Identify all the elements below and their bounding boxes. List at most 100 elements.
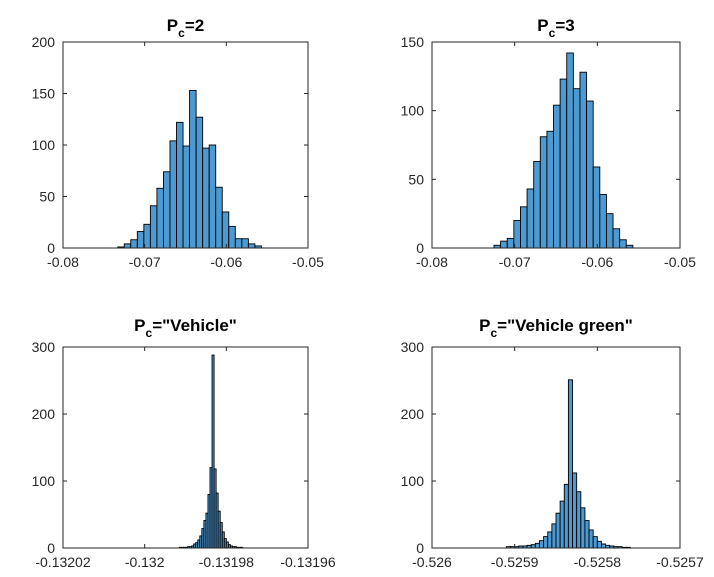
histogram-bar [605, 213, 614, 249]
histogram-bar [592, 536, 598, 549]
x-tick-label: -0.08 [416, 254, 448, 270]
histogram-bar [234, 238, 243, 249]
histogram-bar [176, 121, 184, 249]
title-subscript: c [146, 326, 153, 340]
histogram-bar [580, 507, 586, 549]
histogram-bar [601, 543, 607, 549]
histogram-bar [149, 205, 158, 249]
histogram-bar [539, 540, 545, 549]
histogram-bar [162, 171, 171, 249]
histogram-bar [553, 104, 561, 249]
histogram-bar [592, 166, 601, 249]
y-tick-label: 300 [32, 339, 56, 355]
histogram-bar [547, 531, 553, 549]
y-tick-label: 50 [39, 189, 55, 205]
y-tick-label: 0 [416, 540, 424, 556]
histogram-bar [208, 144, 217, 249]
histogram-bar [123, 243, 132, 249]
histogram-bar [241, 238, 249, 249]
x-tick-label: -0.13196 [280, 554, 335, 570]
title-main: P [134, 316, 145, 335]
x-tick-label: -0.5258 [574, 554, 622, 570]
y-tick-label: 100 [401, 103, 425, 119]
histogram-bar [520, 206, 528, 249]
x-tick-label: -0.08 [47, 254, 79, 270]
histogram-bar [500, 240, 508, 249]
histogram-bar [130, 239, 138, 249]
title-main: P [167, 16, 178, 35]
histogram-bar [566, 52, 574, 249]
histogram-bar [596, 540, 602, 549]
histogram-bar [530, 544, 536, 549]
title-suffix: =3 [555, 16, 574, 35]
histogram-bar [215, 186, 223, 249]
x-tick-label: -0.07 [129, 254, 161, 270]
y-tick-label: 300 [401, 339, 425, 355]
histogram-bar [526, 188, 535, 249]
histogram-bar [247, 243, 256, 249]
x-tick-label: -0.132 [125, 554, 165, 570]
axes-box [431, 346, 681, 549]
x-tick-label: -0.06 [581, 254, 613, 270]
chart-title: Pc="Vehicle" [134, 316, 237, 340]
y-tick-label: 200 [32, 406, 56, 422]
y-tick-label: 200 [401, 406, 425, 422]
histogram-bar [563, 483, 569, 549]
histogram-bar [559, 78, 568, 249]
histogram-bar [228, 225, 236, 249]
y-tick-label: 200 [32, 34, 56, 50]
histogram-bar [579, 71, 588, 249]
histogram-bar [572, 472, 578, 549]
title-suffix: ="Vehicle green" [497, 316, 633, 335]
y-tick-label: 100 [401, 473, 425, 489]
histogram-bar [619, 239, 627, 249]
x-tick-label: -0.526 [412, 554, 452, 570]
histogram-bar [169, 140, 177, 249]
histogram-bar [156, 187, 164, 249]
histogram-bar [534, 542, 540, 549]
histogram-panel-pc-vehicle-green: -0.526 -0.5259 -0.5258 -0.5257 0 100 200 300 Pc=… [401, 316, 704, 570]
histogram-bar [576, 491, 582, 549]
histogram-bar [546, 130, 554, 249]
y-tick-label: 100 [32, 137, 56, 153]
title-main: P [479, 316, 490, 335]
histogram-bar [539, 136, 548, 249]
y-tick-label: 150 [401, 34, 425, 50]
histogram-bar [182, 145, 191, 249]
title-main: P [537, 16, 548, 35]
title-subscript: c [178, 26, 185, 40]
x-tick-label: -0.05 [292, 254, 324, 270]
histogram-bar [189, 89, 197, 249]
histogram-bar [202, 147, 210, 249]
y-tick-label: 0 [47, 540, 55, 556]
title-subscript: c [490, 326, 497, 340]
chart-title: Pc="Vehicle green" [479, 316, 633, 340]
histogram-bar [506, 237, 515, 249]
chart-title: Pc=3 [537, 16, 574, 40]
histogram-panel-pc-3: -0.08 -0.07 -0.06 -0.05 0 50 100 150 Pc=3 [401, 16, 697, 270]
histogram-bar [543, 536, 549, 549]
histogram-bar [584, 520, 590, 549]
x-tick-label: -0.06 [210, 254, 242, 270]
histogram-bar [612, 228, 621, 249]
histogram-bar [513, 220, 521, 249]
histogram-bar [567, 379, 573, 549]
histogram-bar [533, 161, 541, 249]
y-tick-label: 0 [47, 240, 55, 256]
histogram-panel-pc-vehicle: -0.13202 -0.132 -0.13198 -0.13196 0 100 200 300… [32, 316, 336, 570]
y-tick-label: 100 [32, 473, 56, 489]
x-tick-label: -0.5257 [656, 554, 704, 570]
y-tick-label: 150 [32, 86, 56, 102]
histogram-panel-pc-2: -0.08 -0.07 -0.06 -0.05 0 50 100 150 200 Pc=2 [32, 16, 325, 270]
histogram-bar [555, 512, 561, 549]
y-tick-label: 0 [416, 240, 424, 256]
axes-box [62, 346, 309, 549]
title-suffix: =2 [185, 16, 204, 35]
histogram-bar [588, 529, 594, 549]
histogram-bar [221, 211, 230, 249]
chart-title: Pc=2 [167, 16, 204, 40]
title-suffix: ="Vehicle" [152, 316, 237, 335]
x-tick-label: -0.13202 [35, 554, 90, 570]
axes-box [431, 41, 681, 249]
